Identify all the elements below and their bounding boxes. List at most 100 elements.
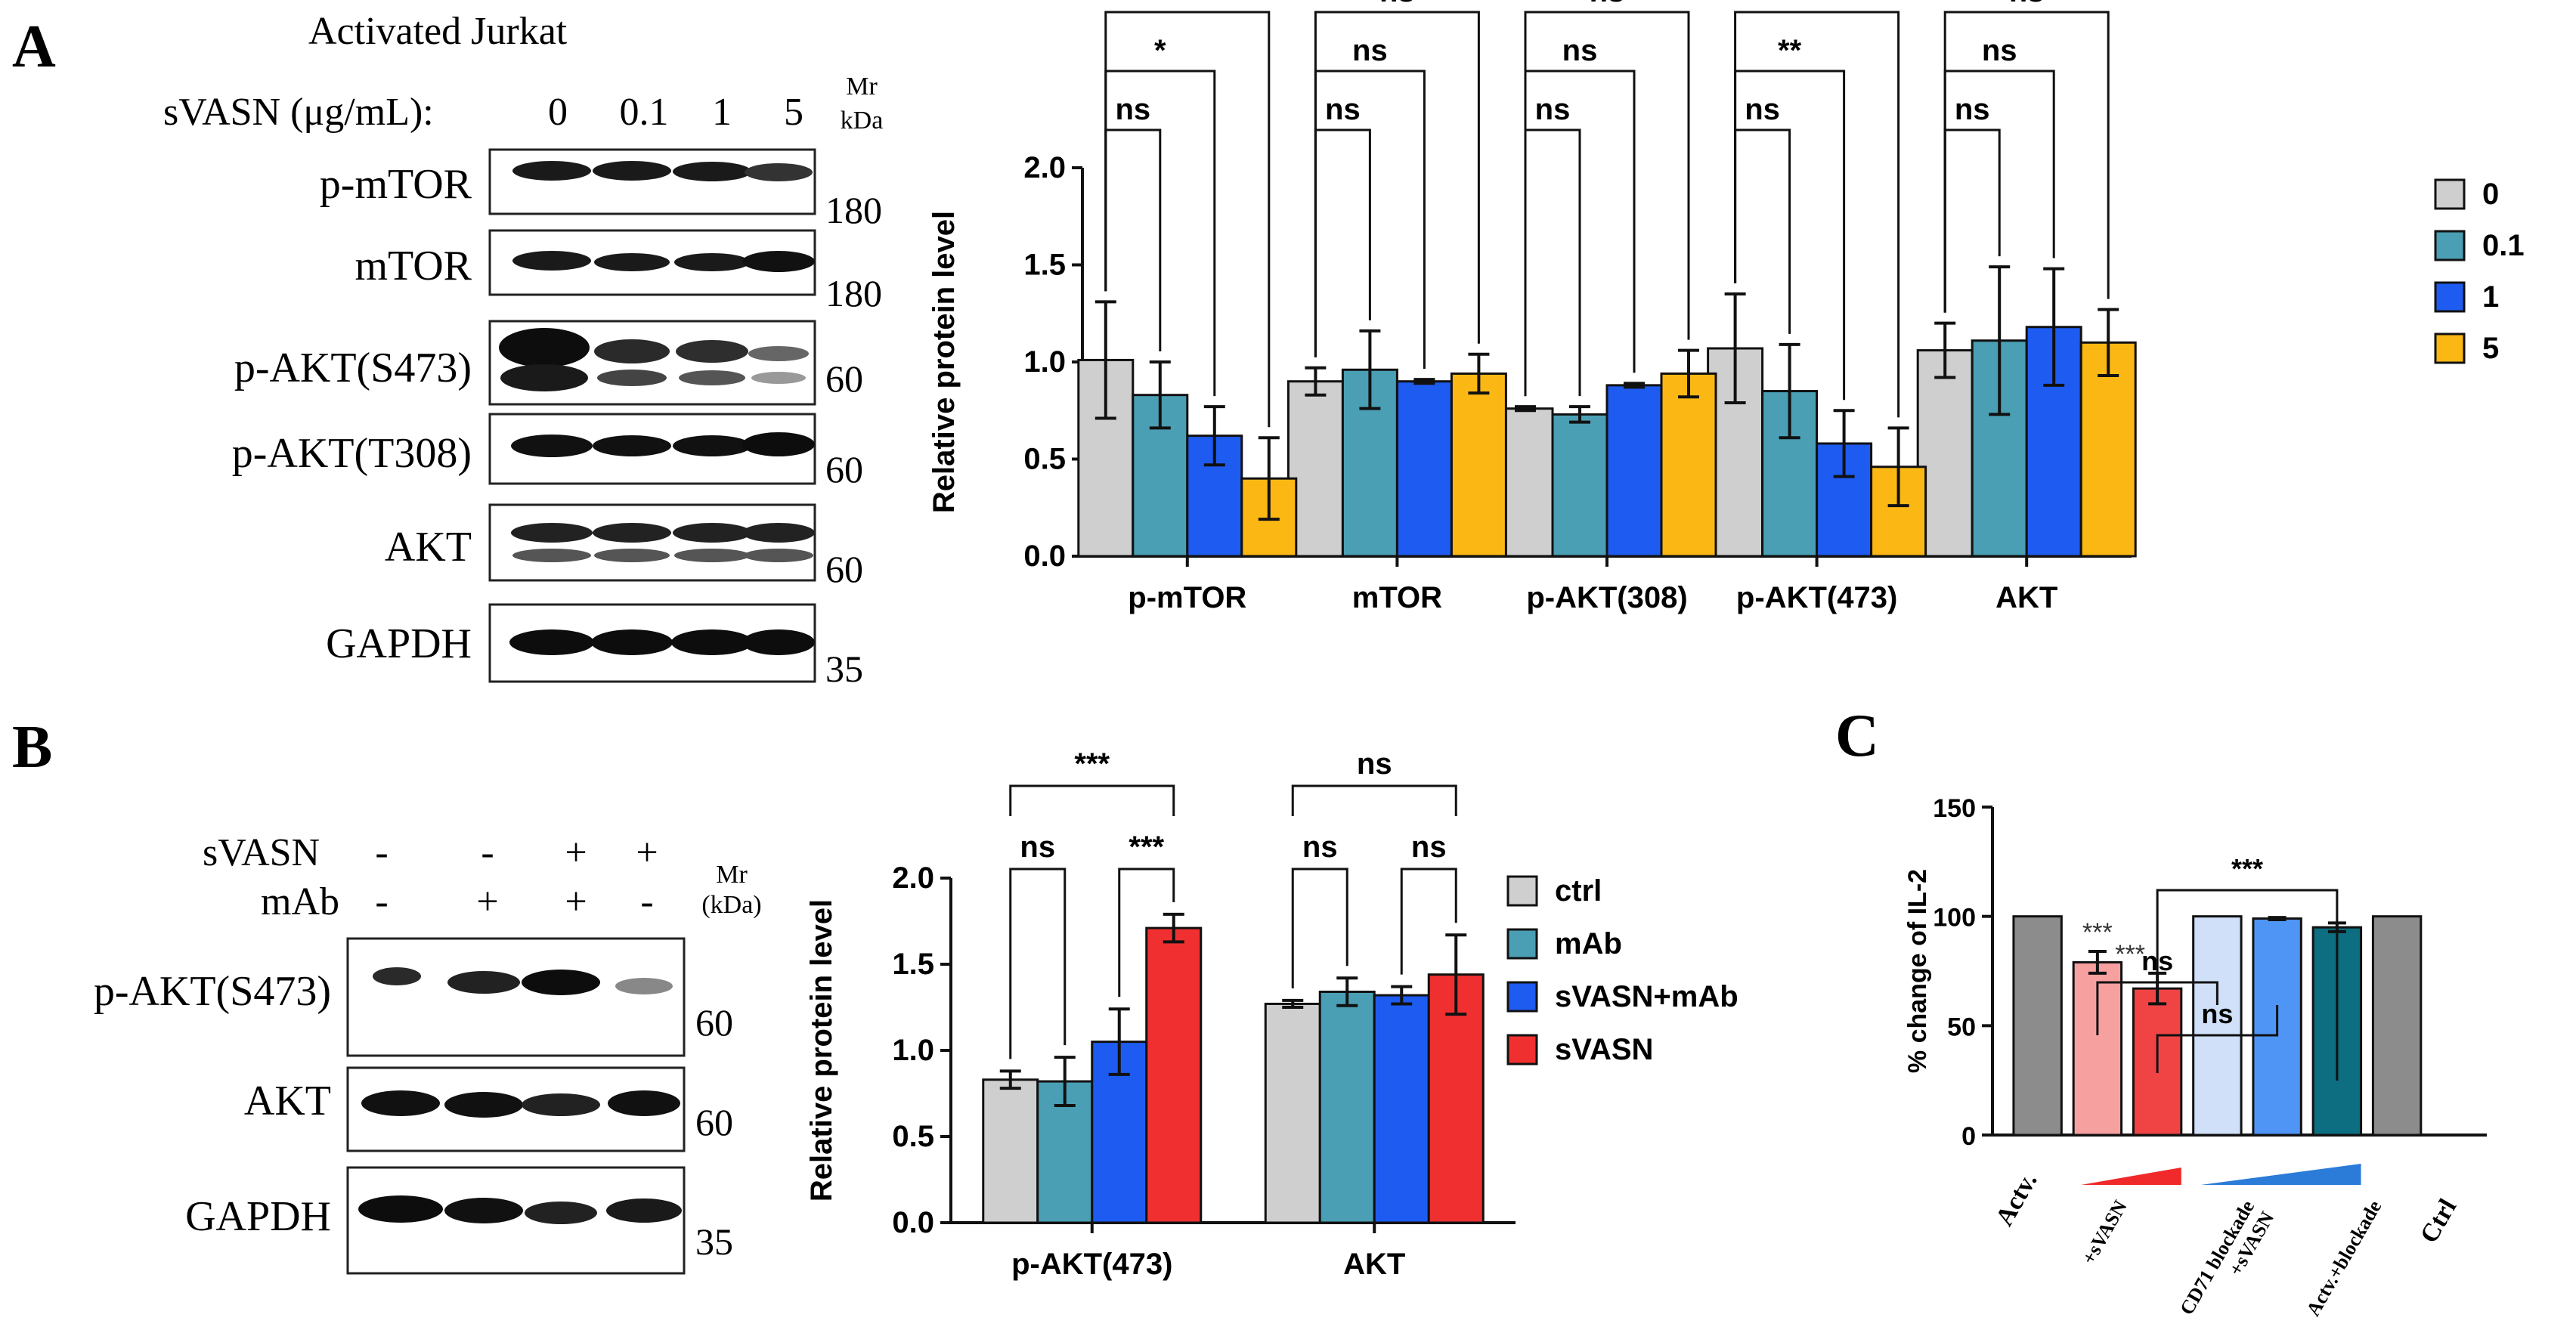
blot-a-strip xyxy=(488,503,816,582)
y-tick-label: 0.5 xyxy=(892,1120,934,1153)
blot-a-mw: 60 xyxy=(825,448,863,490)
blot-band xyxy=(593,161,671,181)
bar xyxy=(1551,413,1608,558)
blot-band xyxy=(671,629,753,655)
bar xyxy=(1318,990,1376,1224)
blot-b-row1-sign: - xyxy=(375,831,388,874)
bar xyxy=(2079,341,2137,558)
x-tick-label: CD71 blockade+sVASN xyxy=(2175,1196,2278,1330)
y-tick-label: 1.5 xyxy=(892,948,934,981)
blot-band xyxy=(751,372,806,384)
significance-bracket xyxy=(1734,11,1900,418)
blot-band xyxy=(742,523,815,543)
chart-b: 0.0 0.5 1.0 1.5 2.0 Relative protein level p-A… xyxy=(805,747,1738,1281)
legend-label: 0.1 xyxy=(2482,229,2525,262)
significance-label: ns xyxy=(1352,34,1388,67)
blot-band xyxy=(500,364,588,391)
blot-b-row2-sign: - xyxy=(640,880,653,923)
blot-a-mw: 35 xyxy=(825,648,863,690)
significance-label: ns xyxy=(1982,34,2017,67)
blot-band xyxy=(594,339,670,363)
blot-a-title: Activated Jurkat xyxy=(308,10,568,53)
significance-bracket xyxy=(1314,128,1371,357)
significance-label: ns xyxy=(1020,830,1055,864)
blot-b-row1-sign: - xyxy=(481,831,494,874)
legend-label: 0 xyxy=(2482,178,2499,211)
blot-band xyxy=(679,370,745,385)
dose-wedge-blue xyxy=(2200,1164,2361,1185)
blot-a-strip xyxy=(488,148,816,215)
significance-label: *** xyxy=(1799,0,1834,8)
blot-band xyxy=(511,435,593,457)
significance-bracket xyxy=(1943,11,2110,313)
x-tick-label: p-AKT(308) xyxy=(1526,581,1687,614)
western-blot-a: Activated Jurkat sVASN (μg/mL): 0 0.1 1 … xyxy=(163,10,883,690)
blot-band xyxy=(447,971,520,994)
significance-bracket xyxy=(1118,868,1175,997)
significance-label: *** xyxy=(1074,747,1110,781)
significance-label: *** xyxy=(2231,853,2263,884)
blot-band xyxy=(512,549,591,562)
blot-b-row2-sign: - xyxy=(375,880,388,923)
bar xyxy=(1145,926,1203,1224)
blot-a-row-label: mTOR xyxy=(355,243,472,289)
blot-band xyxy=(673,435,751,456)
x-tick-label: AKT xyxy=(1995,581,2057,614)
blot-band xyxy=(608,1090,680,1116)
significance-bracket xyxy=(1009,784,1175,816)
y-axis-title: Relative protein level xyxy=(927,211,961,513)
legend-label: mAb xyxy=(1555,927,1622,960)
y-tick-label: 1.0 xyxy=(892,1034,934,1067)
blot-band xyxy=(742,432,815,456)
significance-bracket xyxy=(1104,128,1162,351)
significance-label: ** xyxy=(1778,34,1802,67)
blot-band xyxy=(591,629,673,655)
blot-band xyxy=(373,967,421,985)
blot-b-row1-sign: + xyxy=(636,831,658,874)
legend-swatch xyxy=(1506,981,1538,1013)
blot-band xyxy=(499,328,590,367)
bar xyxy=(1132,394,1189,558)
blot-band xyxy=(509,629,594,655)
blot-band xyxy=(748,346,809,361)
blot-a-dose-0: 0 xyxy=(548,91,568,134)
blot-band xyxy=(525,1202,597,1224)
blot-b-row-label: AKT xyxy=(244,1078,331,1124)
legend-swatch xyxy=(1506,875,1538,907)
significance-bracket xyxy=(1314,11,1480,357)
significance-label: * xyxy=(1154,34,1166,67)
significance-bracket xyxy=(2156,889,2339,1081)
significance-label: ns xyxy=(1357,747,1392,781)
blot-a-row-label: p-AKT(T308) xyxy=(232,430,472,477)
significance-label: ns xyxy=(1745,93,1780,126)
blot-a-kda-label: kDa xyxy=(841,107,884,135)
blot-a-mr-label: Mr xyxy=(846,73,878,101)
y-tick-label: 0 xyxy=(1961,1122,1976,1151)
significance-label: ns xyxy=(1115,93,1150,126)
legend-swatch xyxy=(1506,1034,1538,1065)
bar xyxy=(1264,1002,1321,1224)
x-tick-label: p-AKT(473) xyxy=(1736,581,1897,614)
blot-a-mw: 60 xyxy=(825,548,863,590)
blot-band xyxy=(676,340,748,363)
significance-stars: *** xyxy=(2115,940,2145,969)
significance-bracket xyxy=(1104,11,1271,428)
blot-band xyxy=(522,970,600,995)
blot-a-mw: 180 xyxy=(825,272,882,314)
significance-label: *** xyxy=(1129,830,1164,864)
significance-bracket xyxy=(1009,868,1067,1059)
blot-b-mw: 35 xyxy=(695,1220,733,1263)
blot-a-treatment-label: sVASN (μg/mL): xyxy=(163,91,434,134)
blot-band xyxy=(361,1090,440,1116)
blot-a-row-label: AKT xyxy=(385,524,472,571)
bar xyxy=(1605,384,1663,558)
significance-bracket xyxy=(1943,128,2001,313)
significance-bracket xyxy=(1400,868,1457,975)
x-tick-label: p-AKT(473) xyxy=(1011,1248,1172,1281)
blot-band xyxy=(745,163,813,181)
legend-label: 1 xyxy=(2482,280,2499,314)
significance-label: ns xyxy=(1325,93,1361,126)
blot-band xyxy=(742,629,815,655)
blot-band xyxy=(615,978,673,994)
legend-label: ctrl xyxy=(1555,874,1602,908)
